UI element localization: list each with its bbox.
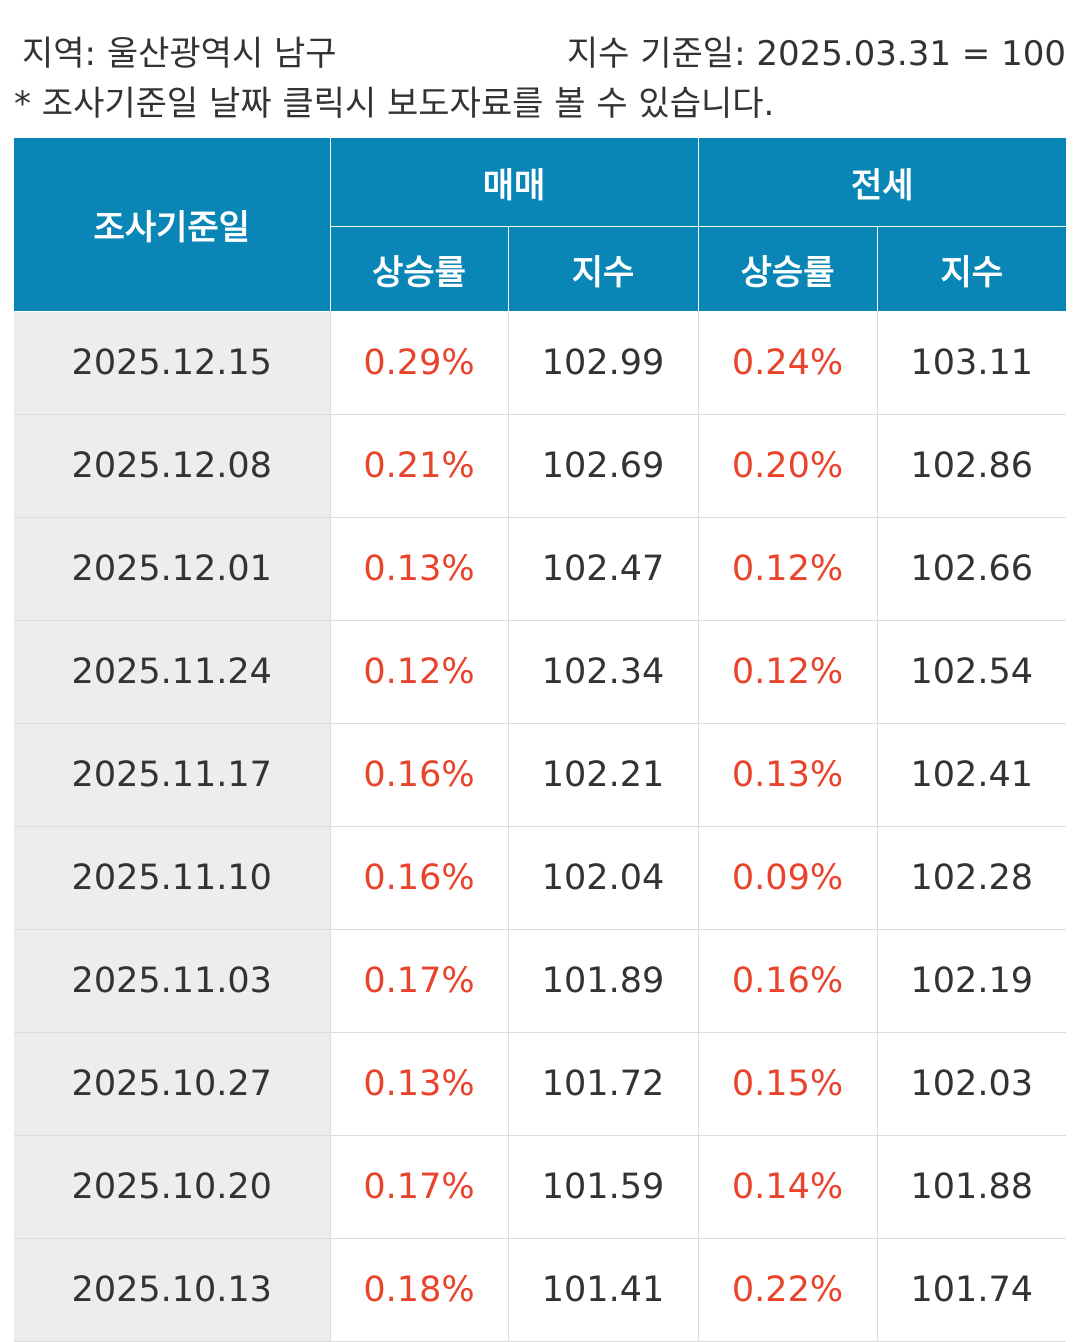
table-row: 2025.10.13 0.18% 101.41 0.22% 101.74: [14, 1238, 1066, 1342]
jeonse-rate-cell: 0.16%: [697, 929, 878, 1033]
sale-rate-cell: 0.21%: [329, 414, 509, 518]
table-row: 2025.11.24 0.12% 102.34 0.12% 102.54: [14, 620, 1066, 724]
survey-date-link[interactable]: 2025.10.20: [14, 1135, 331, 1239]
jeonse-index-cell: 103.11: [876, 311, 1066, 415]
table-row: 2025.12.08 0.21% 102.69 0.20% 102.86: [14, 414, 1066, 518]
sale-index-cell: 101.72: [507, 1032, 699, 1136]
survey-date-link[interactable]: 2025.10.27: [14, 1032, 331, 1136]
jeonse-index-cell: 102.19: [876, 929, 1066, 1033]
sale-rate-cell: 0.17%: [329, 1135, 509, 1239]
survey-date-link[interactable]: 2025.11.03: [14, 929, 331, 1033]
sale-rate-cell: 0.18%: [329, 1238, 509, 1342]
jeonse-index-cell: 102.28: [876, 826, 1066, 930]
jeonse-index-cell: 102.03: [876, 1032, 1066, 1136]
survey-date-link[interactable]: 2025.11.10: [14, 826, 331, 930]
table-header: 조사기준일 매매 전세 상승률 지수 상승률 지수: [14, 138, 1066, 312]
jeonse-rate-cell: 0.22%: [697, 1238, 878, 1342]
sale-rate-cell: 0.16%: [329, 723, 509, 827]
sale-rate-cell: 0.16%: [329, 826, 509, 930]
jeonse-rate-cell: 0.13%: [697, 723, 878, 827]
table-row: 2025.11.03 0.17% 101.89 0.16% 102.19: [14, 929, 1066, 1033]
survey-date-link[interactable]: 2025.10.13: [14, 1238, 331, 1342]
sale-index-cell: 102.21: [507, 723, 699, 827]
jeonse-rate-cell: 0.24%: [697, 311, 878, 415]
table-row: 2025.11.17 0.16% 102.21 0.13% 102.41: [14, 723, 1066, 827]
jeonse-index-cell: 101.74: [876, 1238, 1066, 1342]
jeonse-rate-cell: 0.12%: [697, 620, 878, 724]
table-row: 2025.11.10 0.16% 102.04 0.09% 102.28: [14, 826, 1066, 930]
jeonse-rate-cell: 0.12%: [697, 517, 878, 621]
click-hint-note: * 조사기준일 날짜 클릭시 보도자료를 볼 수 있습니다.: [14, 84, 775, 124]
column-header-sale-rate: 상승률: [329, 226, 509, 312]
jeonse-index-cell: 101.88: [876, 1135, 1066, 1239]
column-header-survey-date: 조사기준일: [14, 138, 331, 312]
jeonse-index-cell: 102.54: [876, 620, 1066, 724]
jeonse-rate-cell: 0.09%: [697, 826, 878, 930]
survey-date-link[interactable]: 2025.11.17: [14, 723, 331, 827]
column-header-sale-index: 지수: [507, 226, 699, 312]
table-row: 2025.12.01 0.13% 102.47 0.12% 102.66: [14, 517, 1066, 621]
jeonse-index-cell: 102.86: [876, 414, 1066, 518]
sale-rate-cell: 0.12%: [329, 620, 509, 724]
jeonse-rate-cell: 0.14%: [697, 1135, 878, 1239]
table-row: 2025.10.27 0.13% 101.72 0.15% 102.03: [14, 1032, 1066, 1136]
column-group-jeonse: 전세: [697, 138, 1066, 227]
sale-index-cell: 101.59: [507, 1135, 699, 1239]
sale-index-cell: 102.69: [507, 414, 699, 518]
jeonse-rate-cell: 0.20%: [697, 414, 878, 518]
sale-rate-cell: 0.13%: [329, 517, 509, 621]
region-label: 지역: 울산광역시 남구: [22, 34, 337, 74]
column-group-sale: 매매: [329, 138, 699, 227]
sale-index-cell: 102.99: [507, 311, 699, 415]
table-row: 2025.10.20 0.17% 101.59 0.14% 101.88: [14, 1135, 1066, 1239]
meta-line: 지역: 울산광역시 남구 지수 기준일: 2025.03.31 = 100: [22, 30, 1066, 78]
sale-rate-cell: 0.29%: [329, 311, 509, 415]
price-index-table: 조사기준일 매매 전세 상승률 지수 상승률 지수 2025.12.15 0.2…: [14, 138, 1066, 1342]
sale-index-cell: 101.41: [507, 1238, 699, 1342]
sale-index-cell: 102.04: [507, 826, 699, 930]
survey-date-link[interactable]: 2025.12.01: [14, 517, 331, 621]
sale-index-cell: 102.34: [507, 620, 699, 724]
table-body: 2025.12.15 0.29% 102.99 0.24% 103.11 202…: [14, 311, 1066, 1342]
sale-rate-cell: 0.17%: [329, 929, 509, 1033]
index-base-date-label: 지수 기준일: 2025.03.31 = 100: [566, 34, 1066, 74]
sale-index-cell: 101.89: [507, 929, 699, 1033]
survey-date-link[interactable]: 2025.11.24: [14, 620, 331, 724]
table-row: 2025.12.15 0.29% 102.99 0.24% 103.11: [14, 311, 1066, 415]
jeonse-index-cell: 102.41: [876, 723, 1066, 827]
sale-index-cell: 102.47: [507, 517, 699, 621]
survey-date-link[interactable]: 2025.12.08: [14, 414, 331, 518]
column-header-jeonse-index: 지수: [876, 226, 1066, 312]
jeonse-index-cell: 102.66: [876, 517, 1066, 621]
column-header-jeonse-rate: 상승률: [697, 226, 878, 312]
sale-rate-cell: 0.13%: [329, 1032, 509, 1136]
jeonse-rate-cell: 0.15%: [697, 1032, 878, 1136]
survey-date-link[interactable]: 2025.12.15: [14, 311, 331, 415]
